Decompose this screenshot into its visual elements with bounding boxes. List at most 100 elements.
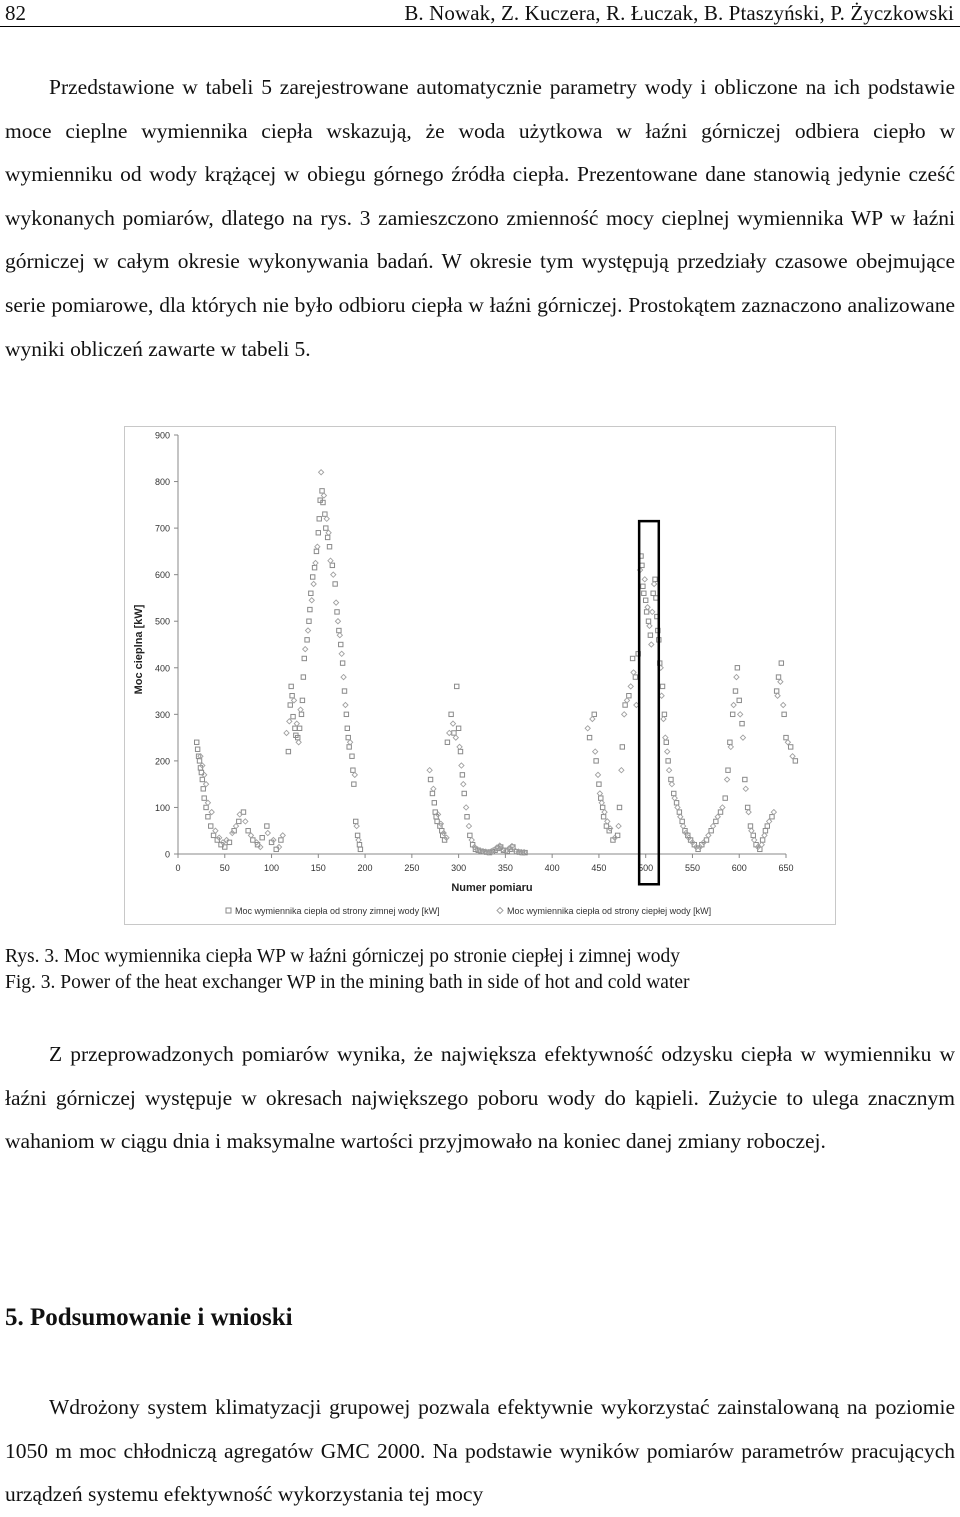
x-tick-label: 50 xyxy=(220,863,230,873)
data-point-hot xyxy=(279,832,286,839)
data-point-hot xyxy=(204,799,212,807)
data-point-hot xyxy=(334,617,342,625)
data-point-cold xyxy=(199,776,206,783)
data-point-hot xyxy=(714,813,721,820)
figure-caption-pl: Rys. 3. Moc wymiennika ciepła WP w łaźni… xyxy=(5,946,681,967)
data-point-cold xyxy=(290,713,296,720)
data-point-cold xyxy=(472,846,479,853)
data-point-hot xyxy=(696,843,704,851)
data-point-cold xyxy=(245,828,251,834)
data-point-hot xyxy=(200,771,208,779)
data-point-cold xyxy=(356,841,363,848)
data-point-hot xyxy=(754,843,762,851)
data-point-hot xyxy=(591,748,599,755)
data-point-hot xyxy=(589,715,596,723)
data-point-cold xyxy=(729,711,736,718)
data-point-cold xyxy=(236,818,242,825)
data-point-cold xyxy=(725,767,731,773)
data-point-cold xyxy=(332,581,338,587)
data-point-cold xyxy=(645,618,652,624)
data-point-hot xyxy=(660,715,667,723)
data-point-cold xyxy=(288,683,294,690)
data-point-hot xyxy=(330,571,337,578)
data-point-cold xyxy=(642,597,649,603)
data-point-hot xyxy=(458,762,465,769)
data-point-hot xyxy=(496,842,504,849)
y-tick-label: 700 xyxy=(155,524,170,534)
data-point-cold xyxy=(434,818,440,825)
data-point-hot xyxy=(229,829,236,837)
data-point-cold xyxy=(455,725,462,732)
data-point-cold xyxy=(586,734,593,741)
data-point-cold xyxy=(673,800,680,806)
data-point-hot xyxy=(202,780,210,788)
data-point-hot xyxy=(679,822,687,830)
data-point-hot xyxy=(286,718,293,725)
data-point-cold xyxy=(736,697,742,704)
data-point-hot xyxy=(618,766,625,774)
data-point-cold xyxy=(650,590,656,596)
data-point-hot xyxy=(598,799,605,807)
data-point-cold xyxy=(603,823,610,829)
data-point-hot xyxy=(247,832,255,839)
data-point-hot xyxy=(208,808,215,816)
data-point-cold xyxy=(457,748,464,755)
data-point-cold xyxy=(682,828,688,834)
data-point-hot xyxy=(646,622,653,630)
data-point-hot xyxy=(219,839,227,846)
data-point-cold xyxy=(289,693,295,699)
data-point-hot xyxy=(650,580,658,588)
x-tick-label: 300 xyxy=(451,863,466,873)
data-point-hot xyxy=(452,734,460,741)
data-point-cold xyxy=(326,544,333,550)
data-point-cold xyxy=(295,734,301,741)
x-tick-label: 550 xyxy=(685,863,700,873)
data-point-cold xyxy=(240,809,247,815)
running-head-authors: B. Nowak, Z. Kuczera, R. Łuczak, B. Ptas… xyxy=(404,1,954,25)
data-point-cold xyxy=(792,758,799,764)
data-point-cold xyxy=(313,548,320,555)
data-point-cold xyxy=(429,790,436,797)
data-point-cold xyxy=(344,725,351,732)
y-tick-label: 200 xyxy=(155,756,170,766)
data-point-hot xyxy=(733,673,740,681)
data-point-hot xyxy=(440,829,447,837)
data-point-cold xyxy=(296,725,303,732)
data-point-cold xyxy=(454,683,460,690)
data-point-hot xyxy=(662,734,669,741)
data-point-cold xyxy=(205,814,211,820)
x-tick-label: 650 xyxy=(778,863,793,873)
data-point-hot xyxy=(689,839,696,846)
data-point-hot xyxy=(212,827,219,834)
data-point-hot xyxy=(308,597,315,604)
data-point-hot xyxy=(750,836,758,844)
data-point-hot xyxy=(485,848,492,856)
data-point-cold xyxy=(341,688,348,694)
page-number: 82 xyxy=(5,1,26,25)
data-point-cold xyxy=(222,844,228,850)
y-axis-title: Moc cieplna [kW] xyxy=(133,604,145,694)
data-point-cold xyxy=(301,655,307,662)
data-point-cold xyxy=(345,734,351,741)
data-point-cold xyxy=(659,683,666,690)
data-point-hot xyxy=(789,752,796,760)
data-point-cold xyxy=(653,595,659,601)
data-point-cold xyxy=(320,499,326,506)
y-tick-label: 300 xyxy=(155,710,170,720)
data-point-cold xyxy=(353,818,359,825)
data-point-cold xyxy=(619,744,626,750)
data-point-cold xyxy=(194,739,200,745)
data-point-hot xyxy=(685,834,692,841)
figure-chart: 0 100 200 300 400 500 600 700 800 900 0 50 100 150 200… xyxy=(124,426,836,925)
data-point-cold xyxy=(278,837,284,843)
data-point-hot xyxy=(663,748,671,755)
data-point-cold xyxy=(196,758,203,764)
data-point-cold xyxy=(769,814,775,820)
data-point-hot xyxy=(488,847,495,855)
data-point-hot xyxy=(779,701,787,709)
data-point-cold xyxy=(195,753,202,759)
data-point-hot xyxy=(264,829,272,837)
data-point-cold xyxy=(339,660,346,666)
data-point-cold xyxy=(759,837,766,843)
data-point-hot xyxy=(253,839,260,846)
